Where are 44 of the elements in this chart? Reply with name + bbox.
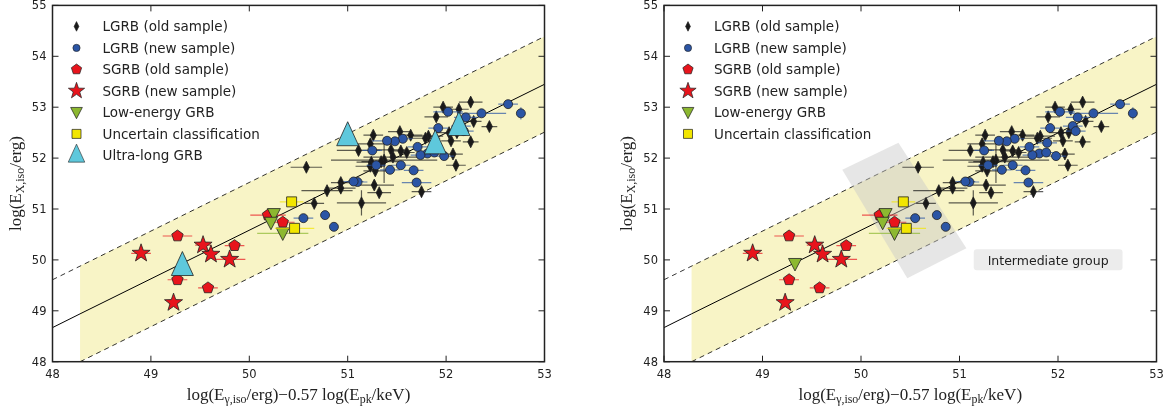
x-axis-title: log(E$_{γ,iso}$/erg)−0.57 log(E$_{pk}$/keV) bbox=[798, 384, 1023, 406]
x-tick-label: 48 bbox=[656, 366, 672, 381]
legend-label: LGRB (new sample) bbox=[714, 39, 847, 56]
x-tick-label: 49 bbox=[143, 366, 159, 381]
annotation: Intermediate group bbox=[987, 252, 1109, 268]
legend-label: SGRB (old sample) bbox=[102, 61, 229, 78]
x-tick-label: 51 bbox=[340, 366, 356, 381]
legend-label: LGRB (old sample) bbox=[102, 18, 228, 35]
y-tick-label: 49 bbox=[31, 303, 47, 318]
legend-label: SGRB (new sample) bbox=[102, 82, 237, 99]
legend-label: Low-energy GRB bbox=[102, 104, 215, 121]
legend-label: Low-energy GRB bbox=[714, 104, 826, 121]
y-tick-label: 53 bbox=[31, 100, 47, 115]
y-tick-label: 48 bbox=[643, 354, 658, 369]
y-tick-label: 52 bbox=[643, 151, 658, 166]
y-tick-label: 50 bbox=[31, 252, 47, 267]
x-tick-label: 50 bbox=[853, 366, 869, 381]
x-tick-label: 49 bbox=[755, 366, 770, 381]
x-axis-title: log(E$_{γ,iso}$/erg)−0.57 log(E$_{pk}$/keV) bbox=[186, 384, 411, 406]
x-tick-label: 53 bbox=[537, 366, 552, 381]
x-tick-label: 52 bbox=[1050, 366, 1066, 381]
legend-label: Ultra-long GRB bbox=[102, 147, 203, 164]
y-tick-label: 49 bbox=[643, 303, 658, 318]
legend-label: SGRB (old sample) bbox=[714, 61, 841, 78]
y-tick-label: 53 bbox=[643, 100, 658, 115]
x-tick-label: 52 bbox=[438, 366, 454, 381]
legend-label: LGRB (old sample) bbox=[714, 18, 840, 35]
y-tick-label: 54 bbox=[31, 49, 47, 64]
y-tick-label: 52 bbox=[31, 151, 47, 166]
x-tick-label: 50 bbox=[241, 366, 257, 381]
legend-label: Uncertain classification bbox=[714, 125, 872, 142]
y-tick-label: 50 bbox=[643, 252, 658, 267]
x-tick-label: 53 bbox=[1149, 366, 1164, 381]
y-tick-label: 55 bbox=[643, 0, 658, 13]
y-tick-label: 54 bbox=[643, 49, 658, 64]
y-tick-label: 48 bbox=[31, 354, 47, 369]
legend-label: SGRB (new sample) bbox=[714, 82, 848, 99]
legend-label: Uncertain classification bbox=[102, 125, 260, 142]
x-tick-label: 51 bbox=[952, 366, 967, 381]
y-tick-label: 51 bbox=[643, 202, 658, 216]
y-tick-label: 51 bbox=[31, 202, 47, 216]
legend-label: LGRB (new sample) bbox=[102, 39, 236, 56]
x-tick-label: 48 bbox=[45, 366, 60, 381]
y-tick-label: 55 bbox=[31, 0, 47, 13]
